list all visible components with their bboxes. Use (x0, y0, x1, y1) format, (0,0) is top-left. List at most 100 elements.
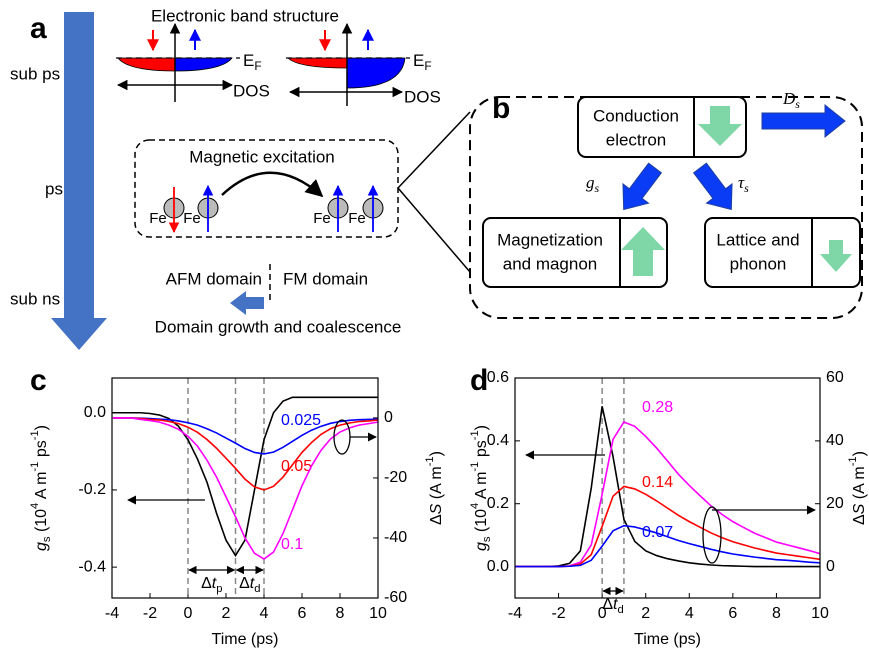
band-title: Electronic band structure (151, 6, 339, 25)
series-label: 0.05 (281, 458, 312, 475)
series-line (112, 396, 378, 558)
fermi-label-part: E (413, 51, 424, 70)
interval-label-part: p (216, 583, 222, 595)
series-line (515, 406, 820, 568)
fermi-label-part: F (254, 59, 261, 73)
panel-label: b (492, 92, 510, 125)
growth-arrow (230, 291, 264, 315)
zoom-line (397, 111, 471, 189)
rate-label-part: D (782, 89, 796, 108)
dos-lobe (174, 57, 233, 72)
series-label: 0.07 (642, 524, 673, 541)
dos-lobe (287, 57, 348, 69)
box-label: phonon (730, 254, 787, 273)
rate-label-part: g (586, 173, 595, 192)
box-label: electron (606, 130, 666, 149)
y2-tick-label: 40 (826, 432, 844, 449)
interval-label-part: d (617, 604, 623, 616)
time-label: ps (45, 179, 63, 198)
interval-label-part: d (254, 583, 260, 595)
time-label: sub ps (10, 64, 60, 83)
series-line (112, 417, 379, 491)
y-tick-label: -0.2 (78, 481, 106, 498)
y-axis-label-part: g (473, 542, 490, 551)
y2-axis-label-part: Δ (428, 514, 445, 525)
y-tick-label: 0.0 (487, 558, 509, 575)
y2-axis-label-part: Δ (851, 514, 868, 525)
y-axis-label-part: A m (33, 472, 50, 503)
y-axis-label-part: s (481, 536, 493, 542)
atom-label: Fe (149, 210, 167, 227)
dos-lobe (117, 57, 176, 72)
x-tick-label: 0 (184, 605, 193, 622)
panel-label: c (30, 364, 47, 397)
x-tick-label: 0 (598, 605, 607, 622)
y2-axis-label-part: ) (428, 451, 445, 456)
interval-label-part: t (250, 575, 255, 592)
x-tick-label: 4 (685, 605, 694, 622)
x-tick-label: 8 (772, 605, 781, 622)
plot-frame (111, 377, 379, 599)
x-axis-label: Time (ps) (634, 631, 701, 648)
y2-axis-label: ΔS (A m-1) (424, 451, 445, 525)
y-axis-label-part: g (33, 542, 50, 551)
interval-label-part: Δ (602, 596, 613, 613)
y-tick-label: 0.2 (487, 495, 509, 512)
y2-tick-label: -60 (384, 589, 407, 606)
lattice-box (704, 217, 861, 288)
y2-axis-label-part: -1 (847, 456, 859, 466)
series-line (112, 417, 379, 455)
series-label: 0.1 (281, 536, 303, 553)
fermi-label-part: F (424, 59, 431, 73)
y2-axis-label: ΔS (A m-1) (847, 451, 868, 525)
y-axis-label-part: -1 (469, 462, 481, 472)
fermi-label: EF (243, 51, 262, 73)
series-line (112, 417, 379, 560)
y-tick-label: 0.4 (487, 432, 509, 449)
fermi-label-part: E (243, 51, 254, 70)
x-tick-label: -4 (105, 605, 119, 622)
x-tick-label: 8 (336, 605, 345, 622)
series-line (515, 524, 821, 568)
y2-axis-label-part: (A m (428, 466, 445, 503)
flow-arrow (622, 162, 663, 211)
fermi-label: EF (413, 51, 432, 73)
rate-label-part: s (744, 181, 749, 195)
domain-label: FM domain (283, 269, 368, 288)
y-axis-label-part: A m (473, 472, 490, 503)
x-tick-label: -4 (508, 605, 522, 622)
rate-label-part: s (795, 97, 800, 111)
x-tick-label: 10 (811, 605, 829, 622)
interval-label: Δtd (239, 575, 260, 595)
interval-label: Δtp (201, 575, 222, 595)
interval-label: Δtd (602, 596, 623, 616)
y-axis-label-part: ps (33, 440, 50, 461)
box-label: Lattice and (716, 230, 799, 249)
y-axis-label-part: 4 (469, 503, 481, 509)
dos-lobe (346, 57, 406, 89)
y2-tick-label: 0 (384, 409, 393, 426)
time-arrow (51, 12, 107, 350)
y-tick-label: -0.4 (78, 558, 106, 575)
conduction-box (577, 96, 747, 158)
flow-arrow (692, 162, 733, 211)
y-tick-label: 0.0 (84, 404, 106, 421)
interval-label-part: Δ (201, 575, 212, 592)
y-tick-label: 0.6 (487, 369, 509, 386)
rate-label: gs (586, 173, 600, 195)
flow-arrow (761, 103, 846, 139)
zoom-line (397, 187, 471, 273)
y-axis-label-part: s (41, 536, 53, 542)
interval-label-part: t (212, 575, 217, 592)
interval-label-part: t (613, 596, 618, 613)
y-axis-label-part: (10 (33, 509, 50, 537)
x-tick-label: -2 (551, 605, 565, 622)
y2-axis-label-part: ) (851, 451, 868, 456)
spin-block (698, 106, 742, 146)
box-label: Conduction (593, 106, 679, 125)
y2-axis-label-part: (A m (851, 466, 868, 503)
y-axis-label-part: -1 (469, 430, 481, 440)
y-axis-label-part: ) (473, 425, 490, 430)
spin-block (820, 240, 852, 272)
x-tick-label: 10 (369, 605, 387, 622)
